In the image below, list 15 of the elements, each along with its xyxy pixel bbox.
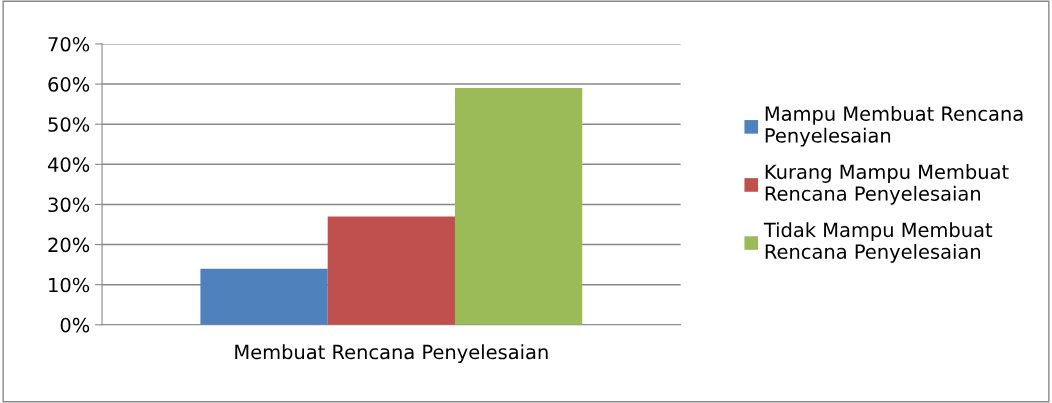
y-tick-label: 60% <box>48 77 90 92</box>
legend-label: Mampu Membuat Rencana Penyelesaian <box>765 105 1023 147</box>
legend-label: Kurang Mampu Membuat Rencana Penyelesaian <box>765 164 1009 205</box>
bar <box>454 88 583 325</box>
y-tick-label: 30% <box>48 197 90 213</box>
y-tick-label: 70% <box>48 36 90 52</box>
y-tick-label: 0% <box>60 317 90 333</box>
y-tick-label: 40% <box>47 157 90 172</box>
y-tick-label: 20% <box>48 237 90 253</box>
x-tick-label: Membuat Rencana Penyelesaian <box>235 344 548 364</box>
legend-label: Tidak Mampu Membuat Rencana Penyelesaian <box>763 222 993 263</box>
y-tick-label: 10% <box>49 277 90 293</box>
bar <box>200 268 328 325</box>
y-tick-label: 50% <box>48 117 90 132</box>
bar <box>327 216 455 325</box>
